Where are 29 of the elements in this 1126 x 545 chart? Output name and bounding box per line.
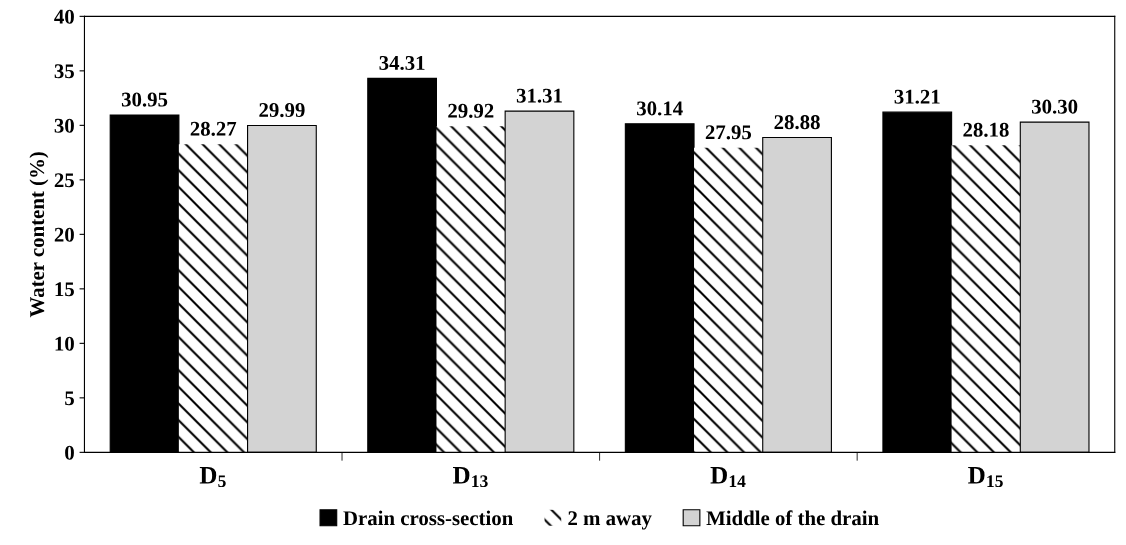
data-label: 34.31 — [379, 55, 425, 71]
legend-label: Middle of the drain — [706, 510, 879, 526]
data-label: 28.88 — [774, 115, 820, 130]
y-tick-label: 40 — [54, 9, 74, 24]
data-label: 30.95 — [121, 92, 168, 107]
y-axis-title: Water content (%) — [29, 152, 49, 318]
data-label: 30.14 — [637, 101, 683, 116]
x-tick-label: D$_{13}$ — [453, 467, 488, 488]
y-tick-label: 20 — [54, 227, 74, 242]
y-tick-label: 25 — [54, 173, 74, 188]
y-tick-label: 0 — [65, 445, 74, 460]
data-label: 29.92 — [448, 103, 494, 118]
y-tick-label: 30 — [54, 118, 74, 133]
data-label: 30.30 — [1031, 99, 1078, 114]
y-tick-label: 35 — [54, 64, 74, 79]
x-tick-label: D$_{15}$ — [968, 467, 1003, 488]
legend-label: Drain cross-section — [343, 510, 513, 526]
data-label: 28.18 — [963, 122, 1009, 137]
data-label: 31.31 — [516, 88, 562, 103]
x-tick-label: D$_{14}$ — [710, 467, 746, 487]
x-tick-label: D$_{5}$ — [199, 467, 226, 488]
data-label: 27.95 — [705, 125, 752, 140]
data-label: 29.99 — [259, 103, 305, 118]
y-tick-label: 10 — [55, 336, 74, 351]
data-label: 28.27 — [190, 121, 237, 136]
data-label: 31.21 — [894, 89, 940, 104]
y-tick-label: 5 — [65, 391, 74, 406]
y-tick-label: 15 — [55, 282, 74, 297]
legend-label: 2 m away — [568, 511, 652, 530]
